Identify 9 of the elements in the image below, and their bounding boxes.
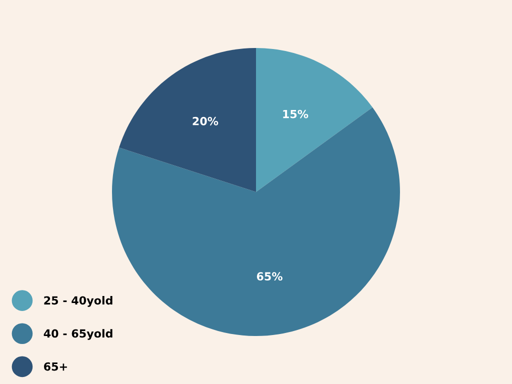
legend-label: 65+ <box>44 362 67 371</box>
data-label: 15% <box>283 110 308 118</box>
data-label: 65% <box>256 272 282 281</box>
legend-label: 40 - 65yold <box>44 329 112 340</box>
pie-slice <box>256 48 372 192</box>
pie-slice <box>112 107 400 336</box>
pie-slice <box>119 48 256 192</box>
data-label: 20% <box>192 116 218 126</box>
legend-label: 25 - 40yold <box>44 296 112 307</box>
